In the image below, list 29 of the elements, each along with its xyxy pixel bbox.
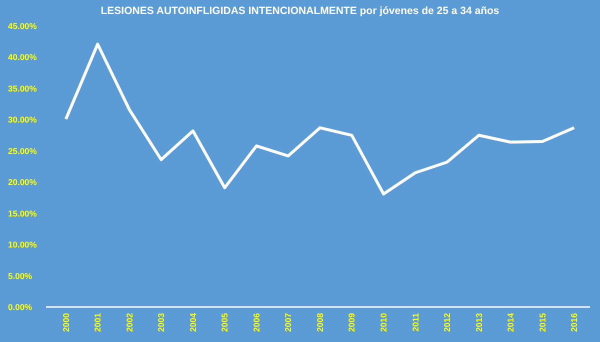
x-tick-label: 2015 <box>537 312 548 332</box>
line-series <box>64 42 576 196</box>
x-tick-label: 2002 <box>124 312 134 332</box>
x-tick-label: 2006 <box>251 312 262 332</box>
x-tick-label: 2003 <box>156 312 166 332</box>
x-tick-label: 2001 <box>92 312 103 332</box>
x-tick-label: 2013 <box>474 312 484 332</box>
chart-title: LESIONES AUTOINFLIGIDAS INTENCIONALMENTE por jóvenes de 25 a 34 años <box>100 5 500 17</box>
x-tick-label: 2008 <box>314 312 325 332</box>
x-tick-label: 2010 <box>378 312 389 332</box>
y-tick-label: 5.00% <box>8 270 33 281</box>
x-tick-label: 2009 <box>346 312 357 332</box>
x-tick-label: 2014 <box>506 312 516 332</box>
x-tick-label: 2005 <box>220 312 230 332</box>
x-tick-label: 2000 <box>60 312 71 332</box>
y-tick-label: 15.00% <box>8 208 38 218</box>
y-tick-label: 40.00% <box>8 52 38 62</box>
y-tick-label: 30.00% <box>8 114 38 125</box>
y-tick-label: 10.00% <box>8 240 38 250</box>
y-tick-label: 45.00% <box>8 20 38 31</box>
y-tick-label: 25.00% <box>8 146 38 156</box>
x-tick-label: 2007 <box>283 312 294 332</box>
x-tick-label: 2016 <box>569 312 580 332</box>
y-tick-label: 35.00% <box>8 83 38 94</box>
y-tick-label: 0.00% <box>8 302 33 312</box>
x-tick-label: 2004 <box>188 312 198 332</box>
y-tick-label: 20.00% <box>8 177 38 188</box>
x-tick-label: 2012 <box>442 312 452 332</box>
x-tick-label: 2011 <box>410 312 420 332</box>
